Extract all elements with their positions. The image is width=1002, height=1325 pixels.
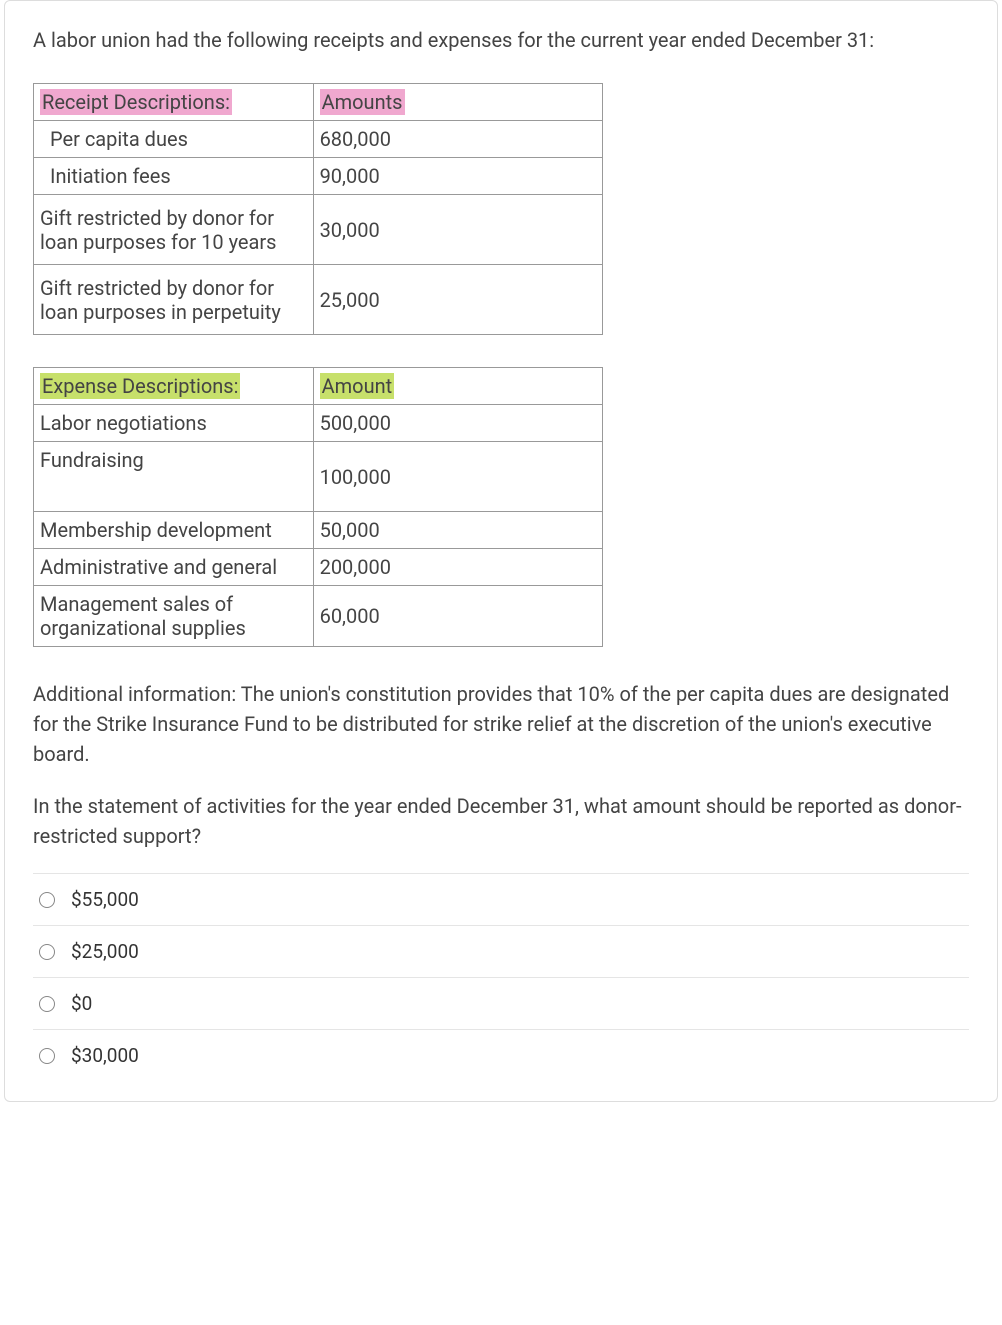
radio-icon[interactable]	[39, 892, 55, 908]
cell-desc: Fundraising	[34, 442, 314, 512]
radio-icon[interactable]	[39, 996, 55, 1012]
option-row[interactable]: $25,000	[33, 926, 969, 978]
receipts-header-desc: Receipt Descriptions:	[34, 84, 314, 121]
cell-amt: 60,000	[313, 586, 602, 647]
option-label: $55,000	[71, 888, 139, 911]
cell-amt: 30,000	[313, 195, 602, 265]
additional-info: Additional information: The union's cons…	[33, 679, 969, 769]
question-text: In the statement of activities for the y…	[33, 791, 969, 851]
radio-icon[interactable]	[39, 944, 55, 960]
cell-amt: 200,000	[313, 549, 602, 586]
cell-desc: Management sales of organizational suppl…	[34, 586, 314, 647]
table-row: Management sales of organizational suppl…	[34, 586, 603, 647]
intro-text: A labor union had the following receipts…	[33, 25, 969, 55]
table-row: Administrative and general 200,000	[34, 549, 603, 586]
receipts-table: Receipt Descriptions: Amounts Per capita…	[33, 83, 603, 335]
option-label: $0	[71, 992, 92, 1015]
cell-amt: 680,000	[313, 121, 602, 158]
cell-desc: Per capita dues	[34, 121, 314, 158]
table-header-row: Receipt Descriptions: Amounts	[34, 84, 603, 121]
cell-amt: 100,000	[313, 442, 602, 512]
cell-desc: Gift restricted by donor for loan purpos…	[34, 265, 314, 335]
expenses-header-amt: Amount	[313, 368, 602, 405]
table-row: Labor negotiations 500,000	[34, 405, 603, 442]
option-label: $25,000	[71, 940, 139, 963]
option-row[interactable]: $30,000	[33, 1030, 969, 1081]
option-row[interactable]: $0	[33, 978, 969, 1030]
expenses-header-desc: Expense Descriptions:	[34, 368, 314, 405]
question-card: A labor union had the following receipts…	[4, 0, 998, 1102]
cell-amt: 500,000	[313, 405, 602, 442]
receipts-header-amt: Amounts	[313, 84, 602, 121]
table-row: Fundraising 100,000	[34, 442, 603, 512]
table-row: Per capita dues 680,000	[34, 121, 603, 158]
option-row[interactable]: $55,000	[33, 874, 969, 926]
cell-desc: Administrative and general	[34, 549, 314, 586]
cell-desc: Membership development	[34, 512, 314, 549]
options-list: $55,000 $25,000 $0 $30,000	[33, 873, 969, 1081]
cell-desc: Gift restricted by donor for loan purpos…	[34, 195, 314, 265]
cell-amt: 90,000	[313, 158, 602, 195]
table-row: Membership development 50,000	[34, 512, 603, 549]
table-header-row: Expense Descriptions: Amount	[34, 368, 603, 405]
table-row: Gift restricted by donor for loan purpos…	[34, 195, 603, 265]
cell-desc: Labor negotiations	[34, 405, 314, 442]
cell-desc: Initiation fees	[34, 158, 314, 195]
table-row: Gift restricted by donor for loan purpos…	[34, 265, 603, 335]
table-row: Initiation fees 90,000	[34, 158, 603, 195]
expenses-table: Expense Descriptions: Amount Labor negot…	[33, 367, 603, 647]
cell-amt: 25,000	[313, 265, 602, 335]
radio-icon[interactable]	[39, 1048, 55, 1064]
option-label: $30,000	[71, 1044, 139, 1067]
cell-amt: 50,000	[313, 512, 602, 549]
